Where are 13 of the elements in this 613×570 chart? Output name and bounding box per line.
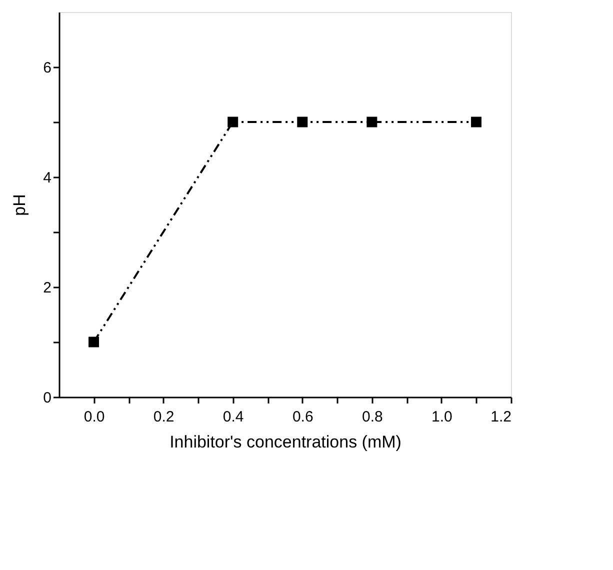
y-tick-label: 2 [43,280,52,296]
x-tick-label: 0.0 [84,408,105,426]
x-tick-label: 1.2 [490,408,512,426]
x-tick-label: 0.6 [292,408,314,426]
y-tick-label: 0 [43,390,52,406]
x-tick-label: 0.4 [222,408,244,426]
y-axis-title: pH [10,194,30,216]
x-tick-label: 0.8 [362,408,383,426]
x-axis-title: Inhibitor's concentrations (mM) [170,432,402,452]
x-tick-label: 0.2 [153,408,174,426]
y-tick-label: 4 [43,170,52,186]
x-tick-label: 1.0 [432,408,452,426]
y-tick-label: 6 [43,60,52,76]
